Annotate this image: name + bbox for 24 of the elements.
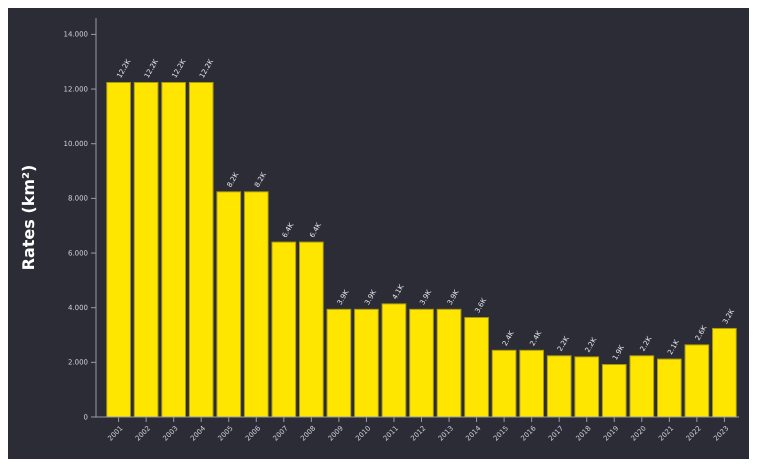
bar bbox=[684, 344, 710, 418]
bar bbox=[216, 191, 242, 418]
bar bbox=[326, 308, 352, 418]
bar bbox=[602, 364, 627, 418]
bar bbox=[409, 308, 434, 418]
bar bbox=[546, 355, 572, 418]
bar bbox=[436, 308, 462, 418]
bar bbox=[519, 350, 544, 418]
bar bbox=[574, 356, 600, 418]
bar bbox=[354, 308, 379, 418]
bar bbox=[712, 328, 737, 418]
bar bbox=[271, 242, 296, 418]
bar bbox=[492, 350, 516, 418]
bar bbox=[244, 191, 269, 418]
bar bbox=[161, 82, 186, 418]
bar bbox=[464, 317, 489, 418]
bar bbox=[656, 358, 682, 418]
bar bbox=[106, 82, 131, 418]
bar bbox=[382, 303, 406, 418]
bar bbox=[134, 82, 158, 418]
y-axis-title: Rates (km²) bbox=[19, 164, 38, 270]
bar bbox=[629, 355, 654, 418]
bar bbox=[299, 242, 324, 418]
bar bbox=[188, 82, 214, 418]
